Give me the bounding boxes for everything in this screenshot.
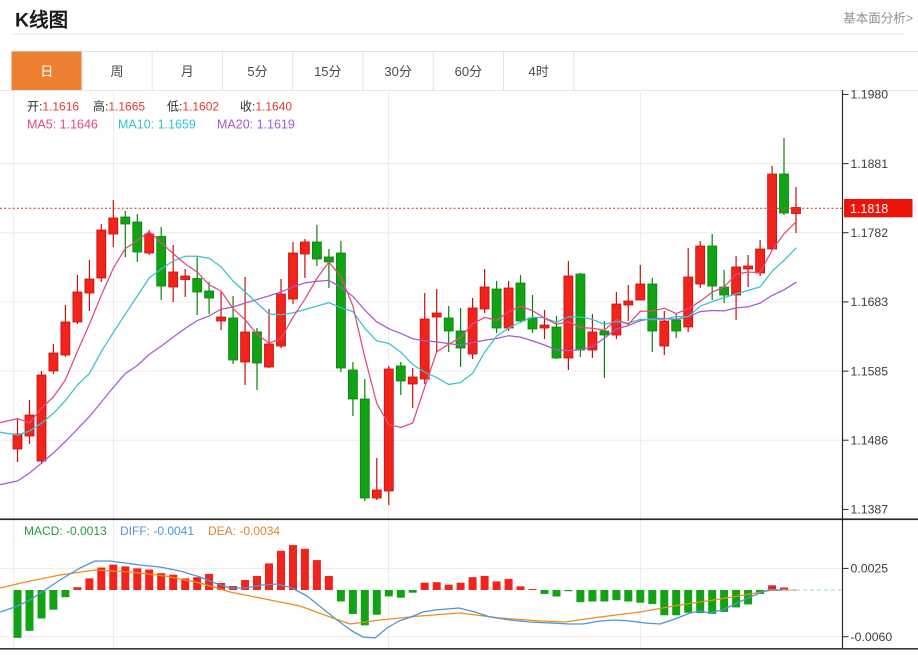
svg-text:-0.0060: -0.0060 <box>851 630 893 644</box>
svg-text:15分: 15分 <box>314 64 341 79</box>
svg-text:1.1980: 1.1980 <box>851 88 889 102</box>
svg-text:1.1881: 1.1881 <box>851 157 889 171</box>
svg-text:1.1585: 1.1585 <box>851 364 889 378</box>
svg-text:1.1683: 1.1683 <box>851 295 889 309</box>
svg-text:1.1486: 1.1486 <box>851 434 889 448</box>
svg-text:K线图: K线图 <box>15 9 68 32</box>
svg-text:1.1818: 1.1818 <box>850 202 888 216</box>
svg-text:1.1387: 1.1387 <box>851 503 889 517</box>
svg-text:4时: 4时 <box>528 64 548 79</box>
svg-text:日: 日 <box>40 64 53 79</box>
svg-text:基本面分析>: 基本面分析> <box>843 12 913 26</box>
svg-text:30分: 30分 <box>384 64 411 79</box>
svg-text:60分: 60分 <box>455 64 482 79</box>
svg-text:月: 月 <box>181 64 194 79</box>
svg-text:1.1782: 1.1782 <box>851 226 889 240</box>
svg-text:周: 周 <box>110 64 123 79</box>
svg-text:0.0025: 0.0025 <box>851 562 889 576</box>
svg-text:5分: 5分 <box>247 64 267 79</box>
